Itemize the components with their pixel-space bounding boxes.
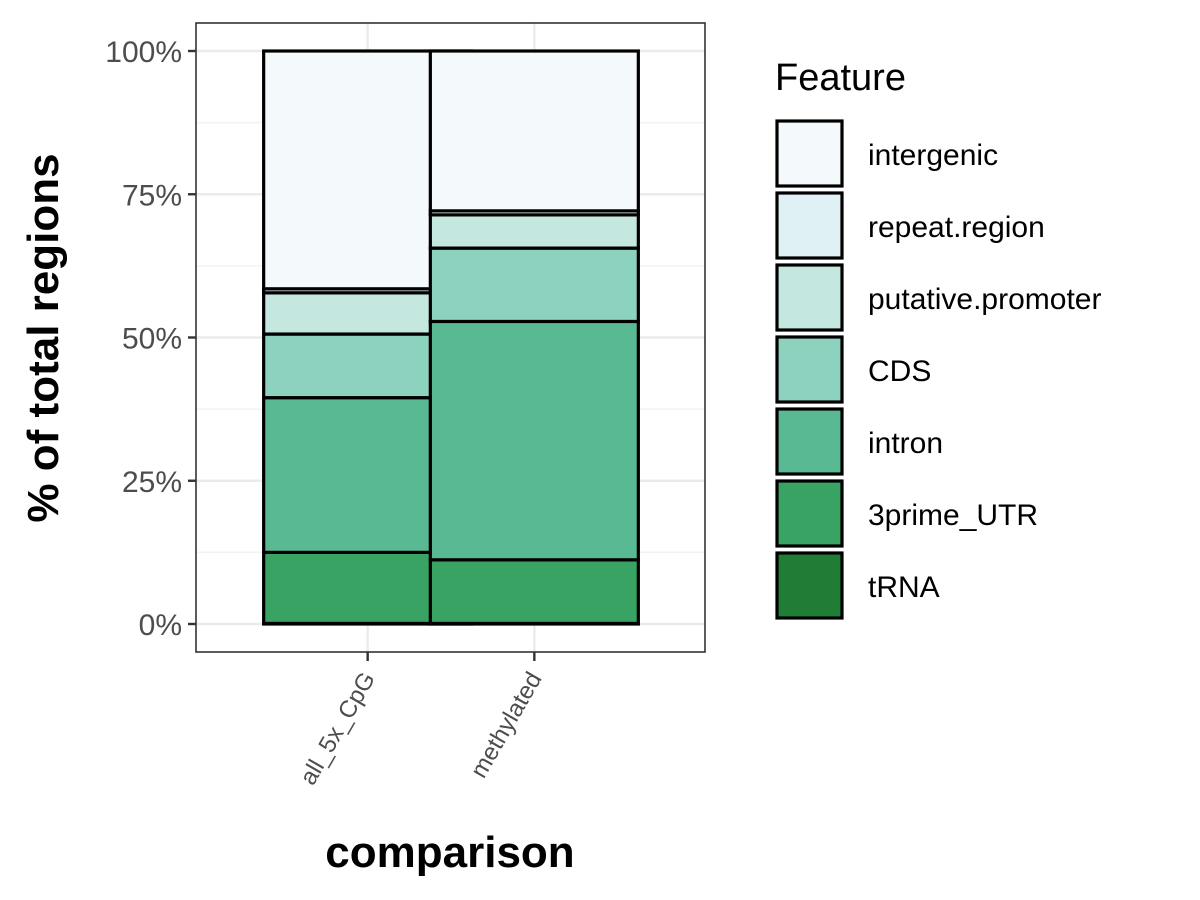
y-tick-label-100: 100% [105, 36, 182, 69]
legend-key-intergenic [775, 119, 844, 188]
bar-methylated-cds [428, 246, 640, 324]
bar-methylated-intron [428, 319, 640, 562]
x-tick-label-methylated: methylated [465, 668, 547, 783]
legend-label-putative-promoter: putative.promoter [868, 283, 1101, 316]
legend-key-repeat-region [775, 191, 844, 260]
legend-label-intron: intron [868, 427, 943, 460]
y-axis-title: % of total regions [19, 153, 68, 522]
legend-key-putative-promoter [775, 263, 844, 332]
y-tick-label-50: 50% [122, 323, 182, 356]
bar-methylated-3prime-utr [428, 558, 640, 626]
legend-key-3prime-utr [775, 479, 844, 548]
bar-methylated-putative-promoter [428, 213, 640, 250]
legend-label-cds: CDS [868, 355, 931, 388]
y-axis: 0% 25% 50% 75% 100% [105, 36, 196, 642]
legend-key-trna [775, 551, 844, 620]
x-axis-title: comparison [325, 828, 574, 877]
legend: Feature intergenic repeat.region putative.… [775, 57, 1101, 620]
legend-title: Feature [775, 57, 906, 99]
bars-group [262, 49, 640, 626]
x-tick-label-all-5x-cpg: all_5x_CpG [295, 668, 381, 790]
legend-label-intergenic: intergenic [868, 139, 998, 172]
y-tick-label-75: 75% [122, 179, 182, 212]
y-tick-label-25: 25% [122, 466, 182, 499]
legend-label-trna: tRNA [868, 571, 940, 604]
legend-key-intron [775, 407, 844, 476]
x-axis: all_5x_CpG methylated [295, 652, 548, 790]
legend-key-cds [775, 335, 844, 404]
legend-label-repeat-region: repeat.region [868, 211, 1045, 244]
bar-methylated-intergenic [428, 49, 640, 213]
legend-label-3prime-utr: 3prime_UTR [868, 499, 1038, 532]
y-tick-label-0: 0% [139, 609, 182, 642]
